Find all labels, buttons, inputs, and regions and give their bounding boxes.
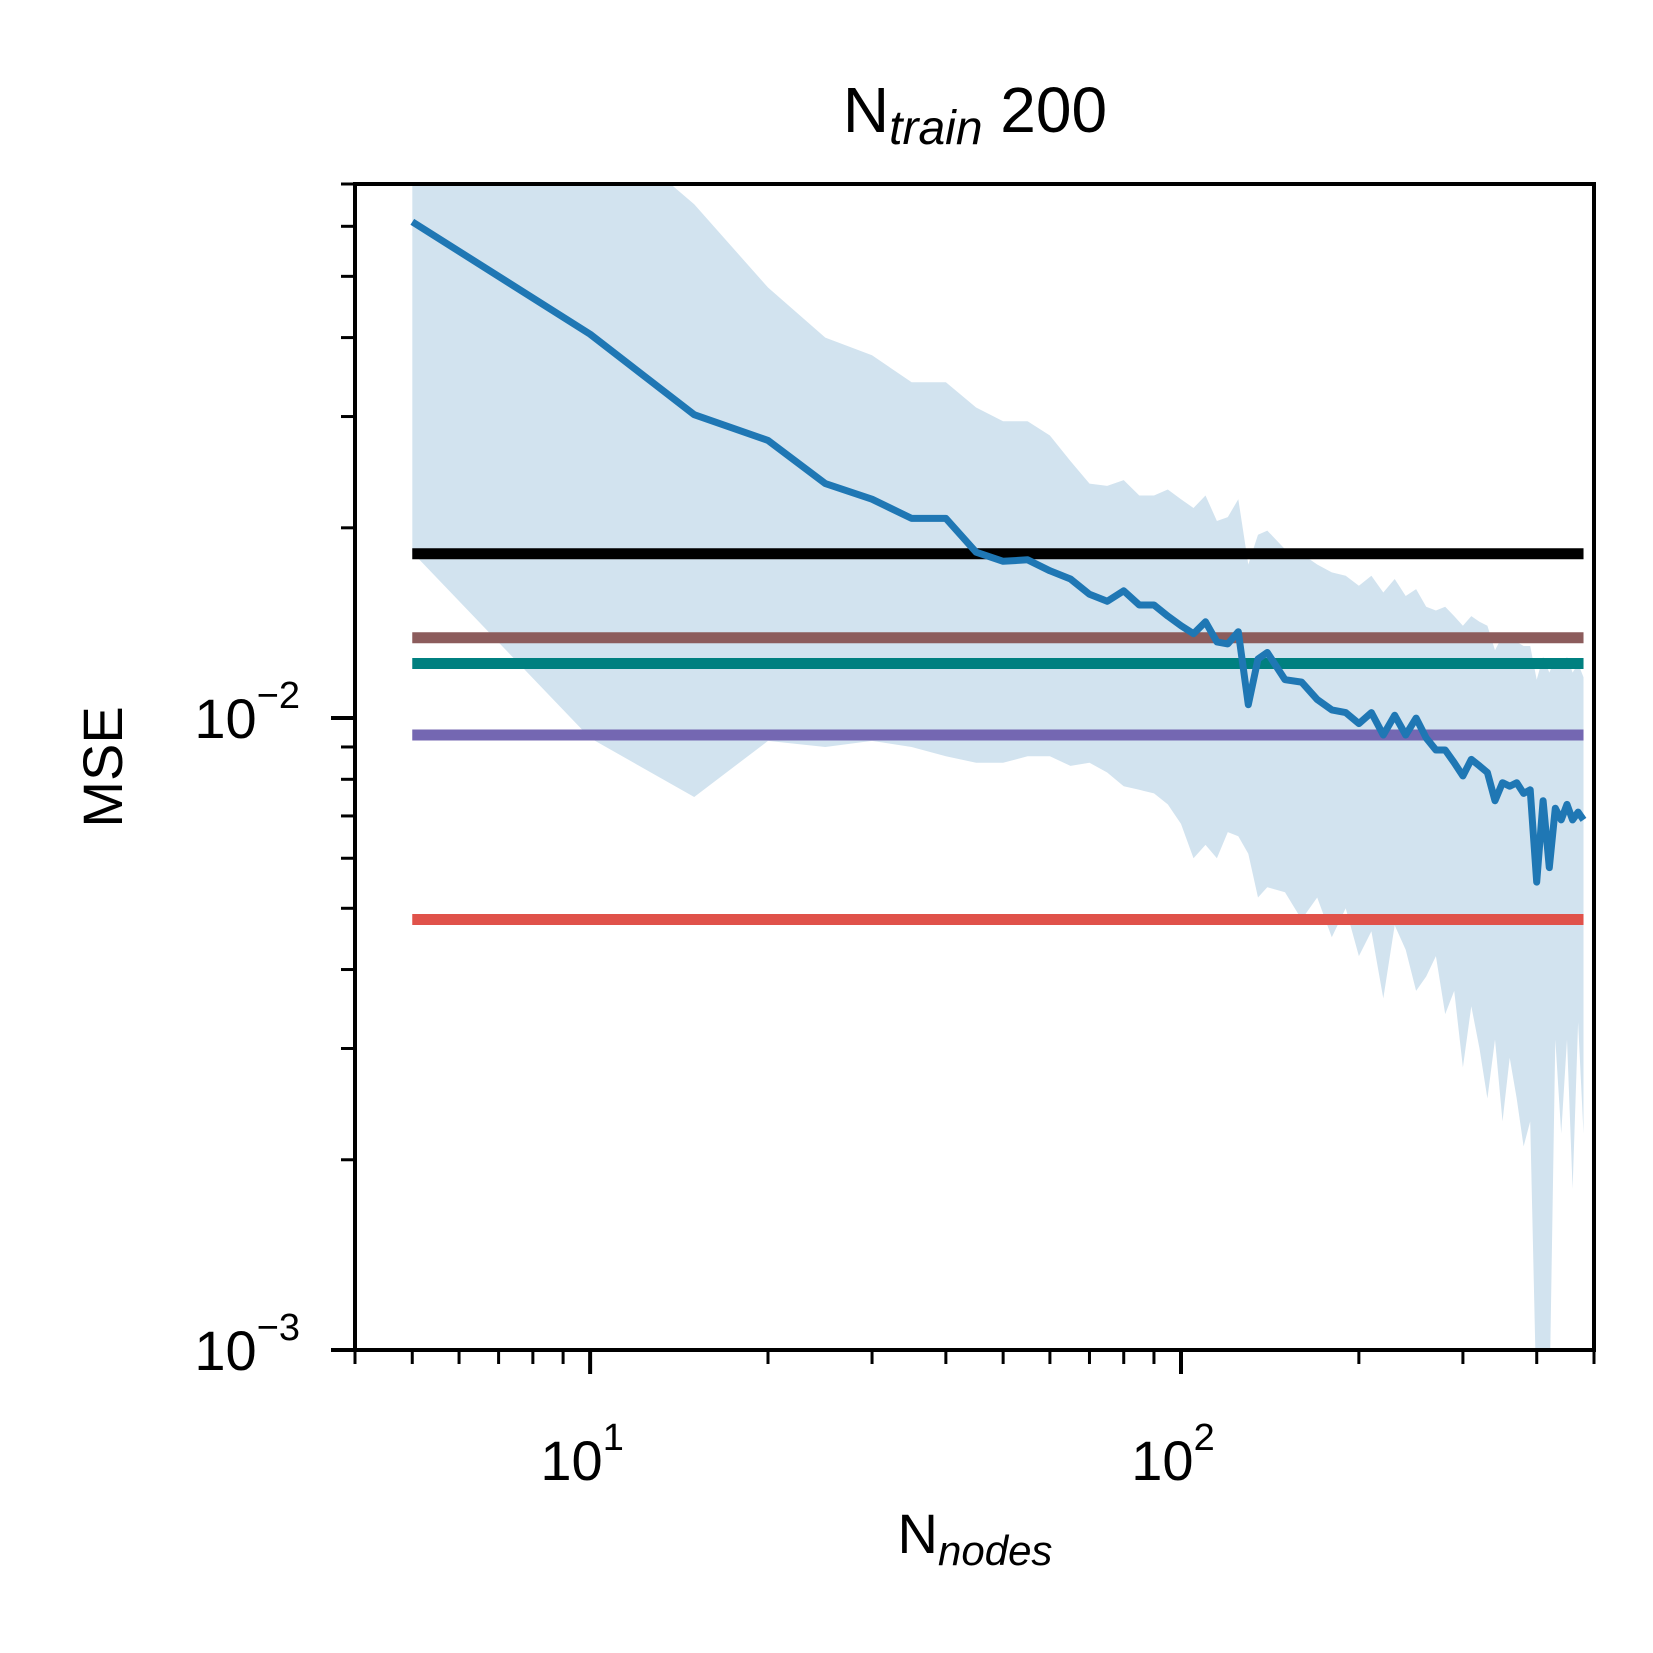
- chart-title-main: N: [843, 74, 889, 146]
- series-0-line: [410, 218, 1587, 886]
- series-0-band: [412, 184, 1584, 1350]
- x-axis-label-main: N: [898, 1502, 938, 1565]
- chart-title-subscript: train: [889, 102, 982, 155]
- x-tick-label: 102: [1131, 1417, 1214, 1492]
- plot-frame: [353, 182, 1596, 1352]
- y-tick-label: 10−3: [194, 1307, 300, 1382]
- y-axis-label: MSE: [71, 706, 134, 827]
- chart-title: Ntrain 200: [843, 74, 1107, 155]
- x-axis-label: Nnodes: [898, 1502, 1053, 1574]
- x-tick-label: 101: [540, 1417, 623, 1492]
- x-axis-label-subscript: nodes: [938, 1527, 1052, 1574]
- chart-title-rest: 200: [983, 74, 1108, 146]
- axis-ticks: 101 102 10−2 10−3: [194, 182, 1596, 1492]
- plot-marks: [410, 184, 1587, 1350]
- y-tick-label: 10−2: [194, 675, 300, 750]
